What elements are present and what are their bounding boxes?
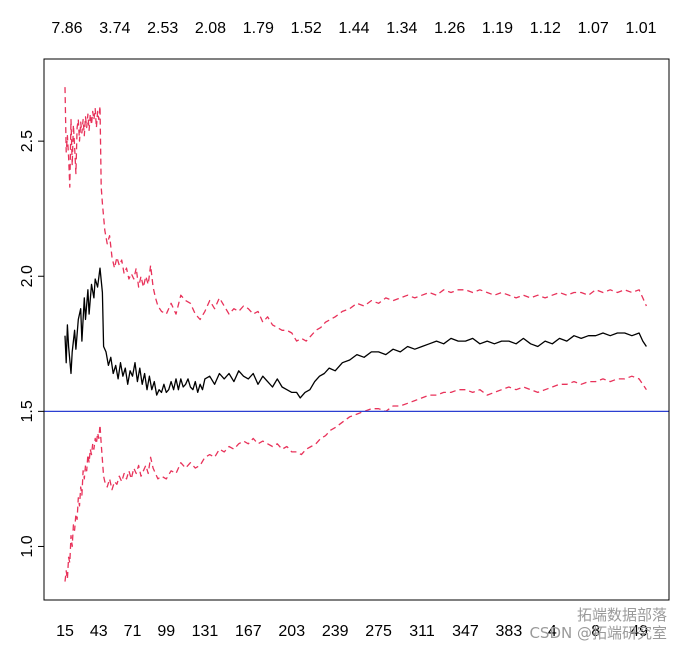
top-tick-label: 3.74	[99, 20, 130, 37]
y-tick-label: 1.0	[19, 535, 36, 557]
watermark: 拓端数据部落 CSDN @拓端研究室	[529, 606, 667, 642]
top-tick-label: 1.26	[434, 20, 465, 37]
left-axis: 1.0 1.5 2.0 2.5	[19, 130, 44, 558]
top-tick-label: 1.79	[243, 20, 274, 37]
top-tick-label: 1.34	[386, 20, 417, 37]
x-tick-label: 15	[56, 623, 74, 640]
top-tick-label: 7.86	[51, 20, 82, 37]
top-tick-label: 1.07	[578, 20, 609, 37]
top-tick-label: 1.52	[291, 20, 322, 37]
x-tick-label: 4	[548, 623, 557, 640]
top-tick-label: 2.53	[147, 20, 178, 37]
watermark-line-1: 拓端数据部落	[576, 606, 667, 624]
series-estimate	[64, 267, 647, 399]
series-layer	[64, 87, 647, 582]
top-tick-label: 1.01	[625, 20, 656, 37]
x-tick-label: 8	[591, 623, 600, 640]
y-tick-label: 1.5	[19, 400, 36, 422]
top-tick-label: 1.44	[338, 20, 369, 37]
x-tick-label: 71	[124, 623, 142, 640]
plot-frame	[43, 58, 670, 601]
bottom-axis: 15 43 71 99 131 167 203 239 275 311 347 383 4 8 49	[56, 623, 648, 640]
x-tick-label: 131	[192, 623, 219, 640]
top-tick-label: 1.19	[482, 20, 513, 37]
series-ci-lower	[64, 375, 647, 582]
x-tick-label: 311	[409, 623, 435, 640]
x-tick-label: 203	[278, 623, 305, 640]
x-tick-label: 49	[630, 623, 648, 640]
x-tick-label: 43	[90, 623, 108, 640]
watermark-line-2: CSDN @拓端研究室	[529, 624, 667, 642]
top-axis: 7.86 3.74 2.53 2.08 1.79 1.52 1.44 1.34 1.26 1.19…	[51, 20, 656, 37]
x-tick-label: 275	[365, 623, 392, 640]
top-tick-label: 2.08	[195, 20, 226, 37]
x-tick-label: 167	[235, 623, 262, 640]
y-tick-label: 2.5	[19, 130, 36, 152]
x-tick-label: 347	[452, 623, 479, 640]
x-tick-label: 383	[496, 623, 523, 640]
y-tick-label: 2.0	[19, 265, 36, 287]
x-tick-label: 239	[322, 623, 349, 640]
top-tick-label: 1.12	[530, 20, 561, 37]
x-tick-label: 99	[157, 623, 175, 640]
series-ci-upper	[64, 87, 647, 342]
